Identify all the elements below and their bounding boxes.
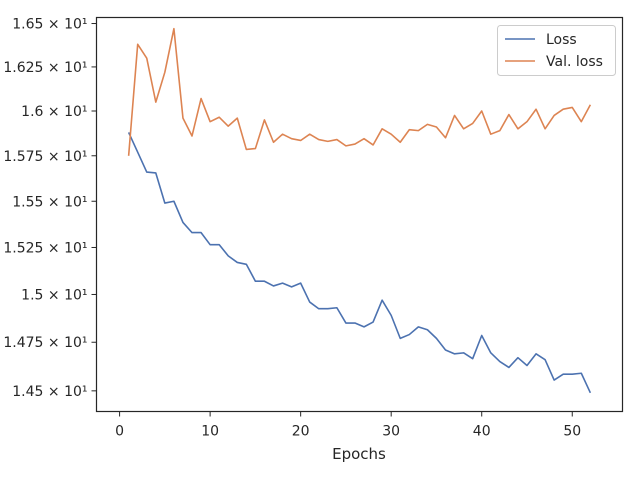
y-tick-label: 1.475 × 10¹ [3, 335, 87, 351]
legend-label-val-loss: Val. loss [546, 54, 603, 70]
y-tick-label: 1.625 × 10¹ [3, 60, 87, 76]
legend: Loss Val. loss [497, 25, 616, 76]
x-tick-label: 0 [115, 424, 124, 440]
y-tick-label: 1.525 × 10¹ [3, 240, 87, 256]
x-ticks: 0 10 20 30 40 50 [115, 411, 581, 440]
x-tick-label: 40 [473, 424, 491, 440]
y-tick-label: 1.6 × 10¹ [21, 104, 87, 120]
x-tick-label: 10 [201, 424, 219, 440]
y-tick-label: 1.45 × 10¹ [12, 384, 87, 400]
y-tick-label: 1.65 × 10¹ [12, 17, 87, 33]
y-ticks: 1.45 × 10¹ 1.475 × 10¹ 1.5 × 10¹ 1.525 × 10… [3, 17, 97, 400]
plot-frame [95, 16, 624, 413]
legend-label-loss: Loss [546, 32, 577, 48]
x-axis-label: Epochs [332, 445, 386, 463]
x-tick-label: 50 [563, 424, 581, 440]
series-line-loss [127, 132, 592, 394]
series-layer [127, 27, 592, 394]
y-tick-label: 1.55 × 10¹ [12, 194, 87, 210]
y-tick-label: 1.5 × 10¹ [21, 287, 87, 303]
legend-box [497, 25, 616, 76]
x-tick-label: 30 [382, 424, 400, 440]
y-tick-label: 1.575 × 10¹ [3, 149, 87, 165]
x-tick-label: 20 [292, 424, 310, 440]
series-line-val-loss [127, 27, 592, 156]
